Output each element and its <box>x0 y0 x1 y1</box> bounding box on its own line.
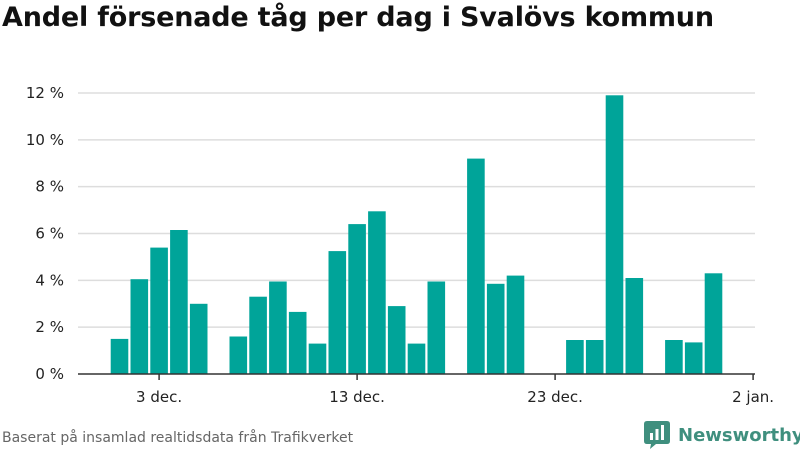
bar: 14 dec.: 6.95 % <box>368 211 386 374</box>
x-tick-label: 2 jan. <box>732 388 774 406</box>
bars: 1 dec.: 1.5 %2 dec.: 4.05 %3 dec.: 5.4 %… <box>110 95 723 375</box>
bar: 20 dec.: 3.85 % <box>486 283 505 374</box>
bar: 9 dec.: 3.95 % <box>269 281 287 374</box>
y-tick-label: 0 % <box>35 365 64 383</box>
source-note: Baserat på insamlad realtidsdata från Tr… <box>2 430 354 446</box>
bar: 3 dec.: 5.4 % <box>150 247 168 374</box>
bar: 15 dec.: 2.9 % <box>387 306 406 374</box>
bar: 5 dec.: 3 % <box>189 303 208 375</box>
bar: 11 dec.: 1.3 % <box>308 343 327 374</box>
bar: 27 dec.: 4.1 % <box>625 278 644 374</box>
bar: 26 dec.: 11.9 % <box>605 95 624 375</box>
bar: 1 dec.: 1.5 % <box>110 338 129 374</box>
bar: 2 dec.: 4.05 % <box>130 279 149 374</box>
bar: 31 dec.: 4.3 % <box>704 273 723 374</box>
y-tick-label: 2 % <box>35 318 64 336</box>
bar: 25 dec.: 1.45 % <box>585 340 604 374</box>
y-tick-label: 4 % <box>35 271 64 289</box>
x-tick-label: 23 dec. <box>527 388 583 406</box>
brand-logo[interactable]: Newsworthy <box>644 421 800 449</box>
bar: 7 dec.: 1.6 % <box>229 336 248 374</box>
brand-name: Newsworthy <box>678 424 800 446</box>
bar: 13 dec.: 6.4 % <box>348 224 366 374</box>
y-tick-label: 10 % <box>26 131 64 149</box>
y-tick-label: 8 % <box>35 178 64 196</box>
bar: 4 dec.: 6.15 % <box>170 230 188 374</box>
bar: 19 dec.: 9.2 % <box>467 158 485 374</box>
x-tick-label: 13 dec. <box>329 388 385 406</box>
newsworthy-logo-icon <box>644 421 670 449</box>
bar: 29 dec.: 1.45 % <box>665 340 683 374</box>
y-tick-label: 12 % <box>26 84 64 102</box>
chart-title: Andel försenade tåg per dag i Svalövs ko… <box>2 2 714 33</box>
bar: 16 dec.: 1.3 % <box>407 343 426 374</box>
bar: 12 dec.: 5.25 % <box>328 251 347 374</box>
bar: 10 dec.: 2.65 % <box>288 311 307 374</box>
bar: 21 dec.: 4.2 % <box>506 275 525 374</box>
bar: 17 dec.: 3.95 % <box>427 281 446 374</box>
y-tick-label: 6 % <box>35 225 64 243</box>
bar: 8 dec.: 3.3 % <box>249 296 267 374</box>
axes: 0 % 2 % 4 % 6 % 8 % 10 % 12 % 3 dec. 13 dec. 23 d… <box>26 84 774 406</box>
bar: 24 dec.: 1.45 % <box>566 340 584 374</box>
bar: 30 dec.: 1.35 % <box>684 342 703 374</box>
x-tick-label: 3 dec. <box>136 388 182 406</box>
